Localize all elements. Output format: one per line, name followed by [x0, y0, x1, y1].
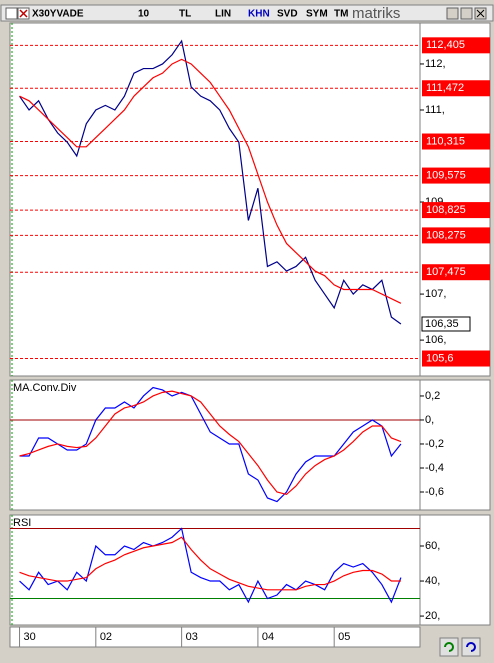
close-icon [19, 9, 28, 18]
level-badge [422, 80, 490, 97]
series-line [19, 58, 402, 304]
y-tick-label: -0,2 [425, 438, 444, 450]
level-label: 110,315 [426, 135, 465, 147]
level-label: 105,6 [426, 352, 454, 364]
y-tick-label: 0,2 [425, 390, 440, 402]
y-tick-label: -0,4 [425, 462, 444, 474]
y-tick-label: 111, [425, 104, 445, 116]
x-tick-label: 03 [186, 631, 198, 643]
settings-icon [466, 642, 476, 652]
y-tick-label: 107, [425, 288, 446, 300]
y-tick-label: 40, [425, 575, 440, 587]
level-label: 112,405 [426, 39, 465, 51]
series-line [19, 386, 402, 503]
panel-title: MA.Conv.Div [13, 382, 77, 394]
close-x [476, 9, 485, 18]
refresh-icon [444, 642, 454, 652]
chart-type-button[interactable]: KHN [248, 9, 270, 20]
scale-button[interactable]: LIN [215, 9, 231, 20]
last-value-badge [421, 316, 471, 332]
level-badge [422, 167, 490, 184]
settings-button[interactable] [461, 637, 481, 657]
panel-title: RSI [13, 517, 31, 529]
series-line [19, 536, 401, 591]
level-badge [422, 202, 490, 219]
tm-button[interactable]: TM [334, 9, 348, 20]
level-label: 109,575 [426, 169, 466, 181]
symbol-label[interactable]: X30YVADE [32, 9, 84, 20]
currency-button[interactable]: TL [179, 9, 191, 20]
last-value-label: 106,35 [425, 318, 459, 330]
brand-logo: matriks [352, 5, 400, 22]
x-tick-label: 05 [338, 631, 350, 643]
y-tick-label: 106, [425, 334, 446, 346]
level-badge [422, 37, 490, 54]
svd-button[interactable]: SVD [277, 9, 298, 20]
toolbar [0, 4, 494, 22]
minimize-button[interactable] [446, 7, 459, 20]
y-tick-label: 20, [425, 610, 440, 622]
sym-button[interactable]: SYM [306, 9, 328, 20]
x-tick-label: 02 [100, 631, 112, 643]
series-line [19, 390, 402, 496]
level-label: 107,475 [426, 266, 466, 278]
level-label: 108,275 [426, 229, 466, 241]
x-axis-strip [9, 626, 421, 648]
y-tick-label: 0, [425, 414, 434, 426]
series-line [19, 39, 402, 325]
level-badge [422, 264, 490, 281]
plot-area [9, 22, 421, 377]
plot-area [9, 379, 421, 511]
plot-area [9, 514, 421, 626]
level-label: 111,472 [426, 82, 464, 94]
x-tick-label: 30 [24, 631, 36, 643]
level-badge [422, 133, 490, 150]
y-tick-label: -0,6 [425, 486, 444, 498]
level-label: 108,825 [426, 204, 466, 216]
y-tick-label: 60, [425, 540, 440, 552]
maximize-button[interactable] [460, 7, 473, 20]
y-tick-label: 112, [425, 58, 446, 70]
level-badge [422, 227, 490, 244]
refresh-button[interactable] [439, 637, 459, 657]
period-button[interactable]: 10 [138, 9, 150, 20]
menu-button[interactable] [5, 7, 18, 20]
axis-area [419, 379, 491, 511]
x-tick-label: 04 [262, 631, 274, 643]
axis-area [419, 514, 491, 626]
level-badge [422, 350, 490, 367]
